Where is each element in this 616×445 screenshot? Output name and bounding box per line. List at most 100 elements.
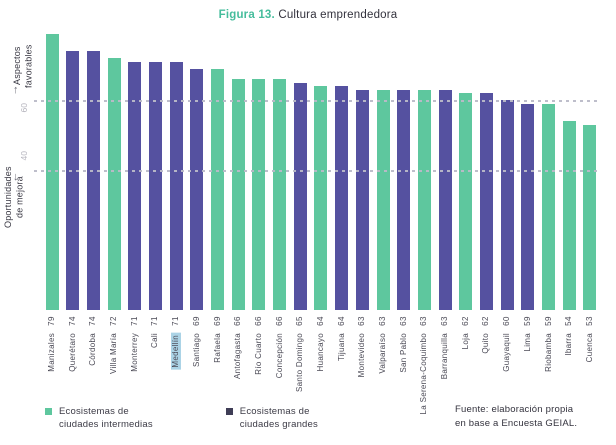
bar-city-label: Santo Domingo — [295, 332, 305, 392]
bar-city-label: Córdoba — [88, 332, 98, 366]
bar-value-label: 63 — [419, 316, 429, 326]
y-axis-label-favorable-line2: favorables — [23, 44, 34, 88]
bar-value-label: 62 — [481, 316, 491, 326]
bar-city-label: Río Cuarto — [253, 332, 263, 375]
bar-city-label: Monterrey — [129, 332, 139, 372]
bar-value-label: 69 — [191, 316, 201, 326]
bar-city-label: Tijuana — [336, 332, 346, 361]
bar-slot: 59 Lima — [518, 30, 538, 351]
bar-slot: 62 Quito — [476, 30, 496, 354]
bar-area — [314, 30, 328, 310]
bar-slot: 64 Tijuana — [332, 30, 352, 361]
bar-value-label: 66 — [253, 316, 263, 326]
bar-area — [211, 30, 224, 310]
bar — [107, 58, 121, 310]
bar-area — [459, 30, 473, 310]
bar — [335, 86, 349, 310]
bar-value-label: 74 — [88, 316, 98, 326]
bar — [273, 79, 287, 310]
bar-city-label: Huancayo — [315, 332, 325, 372]
bar-city-label: Villa María — [109, 332, 119, 374]
bar-area — [562, 30, 576, 310]
bar-area — [376, 30, 390, 310]
y-axis-label-improve: Oportunidades de mejora — [3, 152, 26, 242]
bar-area — [252, 30, 266, 310]
bar-slot: 62 Loja — [456, 30, 476, 349]
bar-area — [169, 30, 183, 310]
bar-slot: 64 Huancayo — [311, 30, 331, 371]
bar-area — [45, 30, 59, 310]
bar — [45, 33, 59, 310]
bar-area — [521, 30, 535, 310]
bar-city-label: Guayaquil — [502, 332, 512, 372]
bar-city-label: Querétaro — [67, 332, 77, 372]
bar-slot: 74 Querétaro — [63, 30, 83, 372]
bar — [417, 89, 431, 310]
bar-area — [479, 30, 493, 310]
legend-item-intermedias: Ecosistemas de ciudades intermedias — [45, 406, 153, 432]
bar-value-label: 65 — [295, 316, 305, 326]
bar-area — [86, 30, 100, 310]
bar-slot: 71 Monterrey — [125, 30, 145, 372]
bar-value-label: 64 — [336, 316, 346, 326]
bar — [459, 93, 473, 310]
bar-area — [231, 30, 245, 310]
y-tick-40: 40 — [19, 151, 29, 161]
bar-slot: 71 Medellín — [166, 30, 186, 370]
bar-city-label: Loja — [460, 332, 470, 350]
bar-area — [355, 30, 369, 310]
legend-label-grandes: Ecosistemas de ciudades grandes — [240, 406, 318, 432]
bar — [293, 82, 307, 310]
bar-area — [148, 30, 162, 310]
bar — [231, 79, 245, 310]
bar-slot: 63 Valparaíso — [373, 30, 393, 374]
bar-city-label: Antofagasta — [233, 332, 243, 379]
source-note-line1: Fuente: elaboración propia — [455, 404, 574, 415]
legend-label-grandes-line1: Ecosistemas de — [239, 406, 310, 417]
bar-slot: 66 Concepción — [270, 30, 290, 378]
bar-value-label: 74 — [67, 316, 77, 326]
bar-value-label: 60 — [502, 316, 512, 326]
bar-area — [417, 30, 431, 310]
bars: 79 Manizales 74 Querétaro 74 Córdoba 72 Villa M… — [42, 30, 600, 414]
bar-area — [190, 30, 204, 310]
bar-slot: 74 Córdoba — [83, 30, 103, 366]
bar-slot: 53 Cuenca — [580, 30, 600, 362]
bar-city-label: Lima — [522, 332, 532, 352]
bar-area — [66, 30, 80, 310]
bar-area — [293, 30, 307, 310]
bar-city-label: Cuenca — [584, 332, 594, 363]
bar-city-label: Ibarra — [564, 332, 574, 356]
bar — [211, 68, 224, 310]
bar-city-label: Montevideo — [357, 332, 367, 378]
bar-slot: 63 La Serena-Coquimbo — [414, 30, 434, 414]
bar-value-label: 69 — [212, 316, 222, 326]
bar-value-label: 71 — [129, 316, 139, 326]
bar-city-label: Valparaíso — [378, 332, 387, 374]
bar — [583, 124, 597, 310]
bar — [148, 61, 162, 310]
legend: Ecosistemas de ciudades intermedias Ecos… — [45, 406, 318, 432]
bar-value-label: 63 — [398, 316, 408, 326]
bar — [521, 103, 535, 310]
legend-item-grandes: Ecosistemas de ciudades grandes — [225, 406, 318, 432]
bar — [376, 89, 390, 310]
bar-value-label: 79 — [47, 316, 56, 326]
bar-slot: 60 Guayaquil — [497, 30, 517, 372]
bar — [128, 61, 142, 310]
bar-value-label: 62 — [460, 316, 470, 326]
bar — [86, 51, 100, 310]
legend-label-intermedias-line2: ciudades intermedias — [59, 418, 153, 430]
bar-slot: 63 San Pablo — [394, 30, 414, 373]
bar — [66, 51, 80, 310]
bar — [252, 79, 266, 310]
y-axis-label-favorable-line1: Aspectos — [12, 46, 22, 86]
legend-label-intermedias-line1: Ecosistemas de — [59, 406, 129, 417]
bar — [355, 89, 369, 310]
y-tick-60: 60 — [19, 103, 29, 113]
bar-slot: 63 Barranquilla — [435, 30, 455, 379]
bar-slot: 66 Antofagasta — [228, 30, 248, 379]
bar — [314, 86, 328, 310]
bar-area — [273, 30, 287, 310]
